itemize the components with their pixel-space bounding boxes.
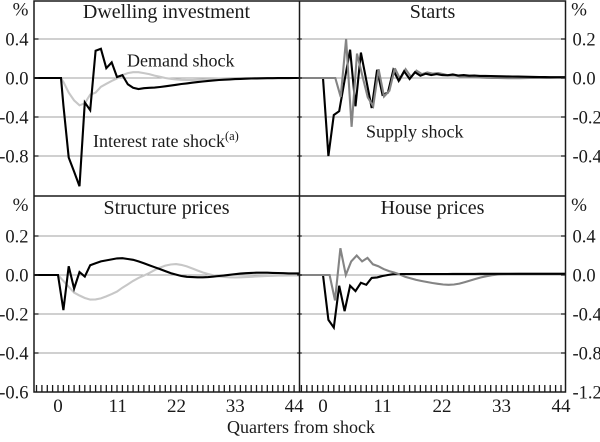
svg-text:0.0: 0.0	[5, 267, 28, 287]
svg-text:0.0: 0.0	[5, 70, 28, 90]
svg-text:22: 22	[433, 396, 452, 417]
svg-text:33: 33	[492, 396, 511, 417]
svg-text:-0.4: -0.4	[573, 148, 600, 168]
svg-text:-0.6: -0.6	[0, 384, 29, 404]
svg-text:0.2: 0.2	[573, 31, 596, 51]
svg-text:44: 44	[552, 396, 572, 417]
svg-text:0: 0	[318, 396, 328, 417]
svg-text:11: 11	[109, 396, 127, 417]
svg-text:%: %	[13, 195, 29, 216]
svg-text:-0.4: -0.4	[0, 345, 29, 365]
svg-text:%: %	[571, 195, 587, 216]
svg-text:-0.2: -0.2	[0, 306, 29, 326]
svg-text:0: 0	[53, 396, 63, 417]
svg-text:Demand shock: Demand shock	[127, 51, 234, 71]
svg-text:-0.8: -0.8	[0, 148, 29, 168]
svg-text:-1.2: -1.2	[573, 384, 600, 404]
svg-text:0.4: 0.4	[5, 31, 28, 51]
svg-text:-0.2: -0.2	[573, 109, 600, 129]
svg-text:Quarters from shock: Quarters from shock	[227, 417, 375, 437]
svg-text:33: 33	[226, 396, 245, 417]
svg-text:Dwelling investment: Dwelling investment	[83, 1, 251, 23]
svg-text:Interest rate shock(a): Interest rate shock(a)	[93, 129, 239, 151]
svg-text:-0.8: -0.8	[573, 345, 600, 365]
svg-text:0.0: 0.0	[573, 70, 596, 90]
svg-text:%: %	[13, 0, 29, 20]
svg-text:Supply shock: Supply shock	[366, 122, 464, 142]
svg-text:22: 22	[167, 396, 186, 417]
svg-text:44: 44	[285, 396, 305, 417]
svg-text:House prices: House prices	[381, 197, 485, 219]
svg-text:11: 11	[373, 396, 391, 417]
svg-text:-0.4: -0.4	[573, 306, 600, 326]
svg-text:%: %	[571, 0, 587, 20]
svg-text:-0.4: -0.4	[0, 109, 29, 129]
svg-text:Starts: Starts	[410, 1, 456, 23]
svg-text:0.0: 0.0	[573, 267, 596, 287]
svg-text:0.2: 0.2	[5, 228, 28, 248]
svg-text:0.4: 0.4	[573, 228, 596, 248]
svg-text:Structure prices: Structure prices	[103, 197, 229, 219]
